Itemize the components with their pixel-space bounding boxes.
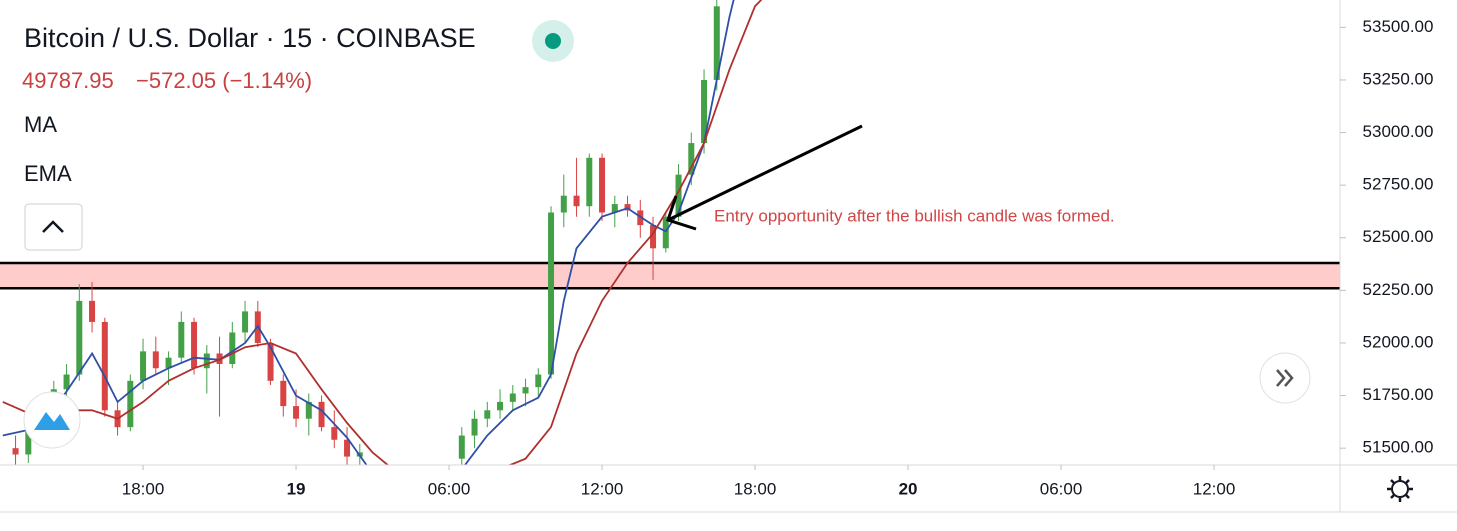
x-tick-label: 06:00 xyxy=(1040,479,1083,498)
last-price: 49787.95 xyxy=(22,68,114,93)
candle-body xyxy=(650,225,657,249)
candle-body xyxy=(484,410,491,419)
candle-body xyxy=(191,321,198,369)
candle-body xyxy=(89,300,96,322)
collapse-button[interactable] xyxy=(24,203,83,251)
y-tick-label: 52000.00 xyxy=(1363,332,1434,351)
candle-body xyxy=(63,374,70,390)
scroll-right-icon xyxy=(1276,369,1286,387)
candle-body xyxy=(203,353,210,369)
y-tick-label: 53000.00 xyxy=(1363,122,1434,141)
x-tick-label: 12:00 xyxy=(581,479,624,498)
candle-body xyxy=(497,401,504,411)
candle-body xyxy=(586,157,593,207)
candle-body xyxy=(305,401,312,419)
y-tick-label: 51750.00 xyxy=(1363,385,1434,404)
chart-title: Bitcoin / U.S. Dollar · 15 · COINBASE xyxy=(24,23,476,53)
settings-icon-teeth xyxy=(1387,476,1413,502)
status-dot xyxy=(545,33,561,49)
candle-body xyxy=(25,431,32,455)
x-tick-label: 06:00 xyxy=(428,479,471,498)
candle-body xyxy=(675,174,682,217)
candle-body xyxy=(229,332,236,365)
candle-body xyxy=(152,351,159,369)
annotation-arrow xyxy=(667,124,863,222)
candle-body xyxy=(662,216,669,249)
x-tick-label: 18:00 xyxy=(122,479,165,498)
candle-body xyxy=(344,439,351,457)
x-tick-label: 12:00 xyxy=(1193,479,1236,498)
annotation-arrowhead xyxy=(666,195,697,231)
candle-body xyxy=(599,157,606,213)
candle-body xyxy=(611,204,618,213)
indicator-label: EMA xyxy=(24,161,72,186)
x-tick-label: 19 xyxy=(287,479,306,498)
candle-body xyxy=(458,435,465,459)
indicator-line xyxy=(2,0,763,465)
candle-body xyxy=(101,321,108,411)
candle-body xyxy=(293,406,300,419)
candle-body xyxy=(76,300,83,375)
candle-body xyxy=(165,357,172,369)
x-tick-label: 18:00 xyxy=(734,479,777,498)
y-tick-label: 53250.00 xyxy=(1363,69,1434,88)
y-tick-label: 52250.00 xyxy=(1363,280,1434,299)
candle-body xyxy=(471,418,478,436)
zone xyxy=(0,263,1340,289)
candle-body xyxy=(267,342,274,381)
annotation: Entry opportunity after the bullish cand… xyxy=(714,206,1115,225)
candle-body xyxy=(573,195,580,207)
settings-icon[interactable] xyxy=(1391,480,1409,498)
candle-body xyxy=(535,374,542,388)
candle-body xyxy=(548,212,555,375)
y-tick-label: 52750.00 xyxy=(1363,175,1434,194)
y-tick-label: 53500.00 xyxy=(1363,17,1434,36)
logo-icon xyxy=(34,412,70,430)
candle-body xyxy=(178,321,185,358)
candle-body xyxy=(216,353,223,365)
indicator-label: MA xyxy=(24,112,57,137)
candle-body xyxy=(318,401,325,428)
y-tick-label: 52500.00 xyxy=(1363,227,1434,246)
candle-body xyxy=(331,427,338,440)
candle-body xyxy=(12,448,19,455)
price-change: −572.05 (−1.14%) xyxy=(136,68,312,93)
indicator-line xyxy=(2,0,735,465)
candle-body xyxy=(688,143,695,175)
y-tick-label: 51500.00 xyxy=(1363,438,1434,457)
candle-body xyxy=(713,6,720,80)
candle-body xyxy=(624,204,631,211)
candle-body xyxy=(140,351,147,381)
plot-area xyxy=(0,0,1340,465)
scroll-right-icon xyxy=(1284,369,1294,387)
collapse-icon xyxy=(42,220,64,233)
x-tick-label: 20 xyxy=(899,479,918,498)
candle-body xyxy=(522,387,529,394)
candle-body xyxy=(242,311,249,333)
candle-body xyxy=(560,195,567,213)
candle-body xyxy=(280,380,287,407)
candle-body xyxy=(701,79,708,144)
candle-body xyxy=(509,393,516,402)
candle-body xyxy=(127,380,134,428)
